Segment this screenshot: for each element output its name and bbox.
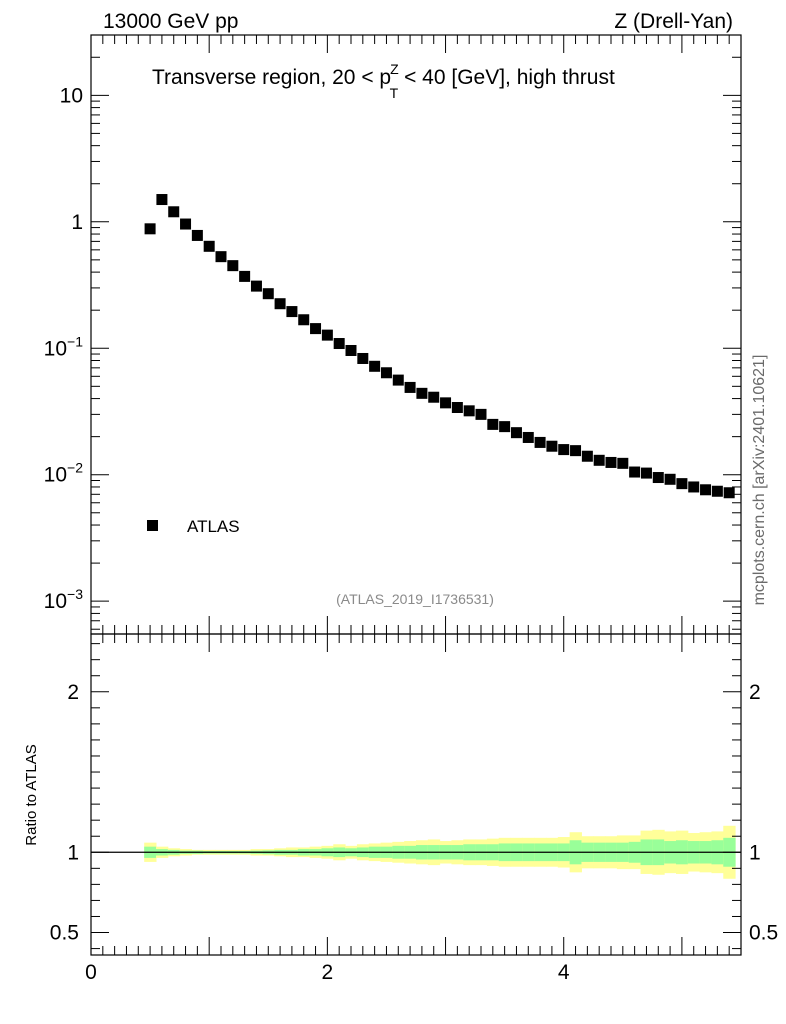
ratio-y-tick-label: 1 — [67, 841, 79, 864]
data-point — [156, 194, 168, 206]
data-point — [274, 298, 286, 310]
ratio-y-tick-label: 2 — [67, 681, 79, 704]
data-point — [404, 381, 416, 393]
data-point — [581, 450, 593, 462]
process-label: Z (Drell-Yan) — [614, 10, 733, 33]
data-point — [392, 374, 404, 386]
tick-base: 10 — [44, 464, 67, 487]
data-point — [144, 223, 156, 235]
data-point — [664, 473, 676, 485]
data-point — [380, 367, 392, 379]
data-point — [558, 444, 570, 456]
ratio-y-tick-label-right: 2 — [749, 681, 761, 704]
data-point — [593, 454, 605, 466]
data-point — [676, 478, 688, 490]
data-point — [168, 206, 180, 218]
data-point — [215, 251, 227, 263]
x-tick-label: 2 — [322, 961, 334, 984]
data-point — [510, 427, 522, 439]
title-sup: Z — [390, 61, 399, 77]
ratio-y-tick-label-right: 0.5 — [749, 922, 778, 945]
atlas-points — [144, 194, 735, 499]
data-point — [227, 260, 239, 272]
y-tick-label: 1 — [71, 211, 83, 234]
legend-label: ATLAS — [187, 517, 240, 536]
data-point — [640, 467, 652, 479]
data-point — [522, 431, 534, 443]
y-tick-label: 10−1 — [44, 333, 84, 360]
main-x-ticks — [90, 35, 742, 634]
data-point — [262, 288, 274, 300]
ratio-y-tick-label: 0.5 — [50, 922, 79, 945]
data-point — [617, 457, 629, 469]
data-point — [428, 391, 440, 403]
tick-exponent: −3 — [67, 586, 83, 602]
data-point — [239, 270, 251, 282]
ratio-y-axis: 0.5 0.5 1 1 2 2 — [50, 643, 778, 950]
title-suffix: < 40 [GeV], high thrust — [398, 66, 615, 89]
title-prefix: Transverse region, 20 < p — [152, 66, 391, 89]
data-point — [652, 472, 664, 484]
data-point — [369, 360, 381, 372]
data-point — [451, 401, 463, 413]
data-point — [688, 481, 700, 493]
tick-exponent: −2 — [67, 460, 83, 476]
tick-base: 10 — [44, 590, 67, 613]
data-point — [723, 487, 735, 499]
data-point — [333, 338, 345, 350]
data-point — [298, 314, 310, 326]
x-tick-label: 4 — [558, 961, 570, 984]
data-point — [191, 229, 203, 241]
energy-label: 13000 GeV pp — [103, 10, 238, 33]
data-point — [546, 440, 558, 452]
data-point — [629, 466, 641, 478]
data-point — [440, 397, 452, 409]
data-point — [605, 456, 617, 468]
title-sub: T — [390, 85, 399, 101]
y-tick-label: 10−3 — [44, 586, 84, 613]
data-point — [475, 408, 487, 420]
ratio-x-axis: 0 2 4 — [85, 634, 742, 984]
ratio-ylabel: Ratio to ATLAS — [23, 744, 40, 845]
ratio-y-tick-label-right: 1 — [749, 841, 761, 864]
legend: ATLAS — [147, 517, 240, 536]
data-point — [203, 240, 215, 252]
data-point — [416, 387, 428, 399]
data-point — [180, 218, 192, 230]
data-point — [250, 280, 262, 292]
ratio-panel: 0.5 0.5 1 1 2 2 0 2 4 Ratio to ATLAS — [23, 633, 778, 984]
data-point — [534, 436, 546, 448]
data-point — [499, 421, 511, 433]
reference-label: (ATLAS_2019_I1736531) — [336, 591, 494, 607]
data-point — [487, 418, 499, 430]
data-point — [700, 484, 712, 496]
data-point — [357, 352, 369, 364]
panel-title: Transverse region, 20 < pZ T < 40 [GeV], … — [152, 61, 615, 101]
data-point — [711, 485, 723, 497]
source-watermark: mcplots.cern.ch [arXiv:2401.10621] — [751, 355, 768, 606]
legend-marker — [147, 520, 158, 531]
y-tick-label: 10 — [60, 84, 83, 107]
data-point — [310, 323, 322, 335]
y-tick-label: 10−2 — [44, 460, 84, 487]
ratio-frame — [90, 633, 742, 956]
data-point — [286, 306, 298, 318]
data-point — [345, 344, 357, 356]
x-tick-label: 0 — [85, 961, 97, 984]
main-frame — [90, 34, 742, 635]
data-point — [570, 445, 582, 457]
tick-base: 10 — [44, 337, 67, 360]
data-point — [321, 329, 333, 341]
tick-exponent: −1 — [67, 333, 83, 349]
data-point — [463, 405, 475, 417]
